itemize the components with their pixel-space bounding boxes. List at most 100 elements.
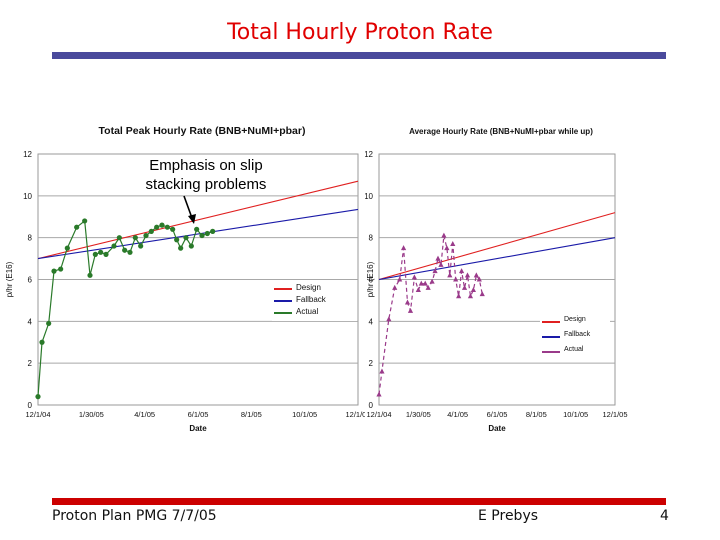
right-actual-point — [447, 272, 453, 278]
left-actual-point — [92, 251, 98, 257]
right-x-tick-label: 6/1/05 — [487, 410, 508, 419]
right-actual-point — [425, 284, 431, 290]
right-actual-point — [473, 272, 479, 278]
peak-hourly-rate-chart: 0 2 4 6 8 10 12 12/1/04 1/30/05 4/1/05 6/1/05 8/1/0… — [5, 125, 365, 433]
right-chart-title: Average Hourly Rate (BNB+NuMI+pbar while… — [409, 127, 593, 136]
legend-right-design-swatch — [542, 321, 560, 323]
right-y-tick-label: 0 — [369, 401, 374, 410]
legend-right-actual-swatch — [542, 351, 560, 353]
left-series-fallback-line — [37, 208, 359, 260]
legend-left-fallback-label: Fallback — [296, 295, 326, 304]
left-x-tick-label: 12/1/04 — [25, 410, 50, 419]
legend-left: Design Fallback Actual — [272, 283, 357, 321]
left-x-axis-label: Date — [189, 424, 207, 433]
legend-right-design-label: Design — [564, 316, 586, 323]
left-series-design-line — [37, 180, 359, 260]
left-x-tick-label: 8/1/05 — [241, 410, 262, 419]
left-actual-point — [64, 245, 70, 251]
left-actual-point — [164, 224, 170, 230]
left-x-tick-label: 4/1/05 — [134, 410, 155, 419]
left-actual-point — [183, 235, 189, 241]
right-actual-point — [432, 268, 438, 274]
left-x-tick-label: 6/1/05 — [188, 410, 209, 419]
right-y-tick-label: 8 — [369, 234, 374, 243]
legend-left-fallback-swatch — [274, 300, 292, 302]
left-actual-point — [111, 243, 117, 249]
left-y-tick-label: 10 — [23, 192, 32, 201]
page-number: 4 — [660, 508, 669, 524]
left-actual-point — [35, 394, 41, 400]
left-actual-point — [122, 247, 128, 253]
title-underline-bar — [52, 52, 666, 59]
right-actual-point — [459, 268, 465, 274]
right-actual-point — [470, 286, 476, 292]
right-actual-point — [422, 280, 428, 286]
right-actual-point — [450, 240, 456, 246]
left-actual-point — [154, 224, 160, 230]
left-actual-point — [204, 230, 210, 237]
legend-left-actual-swatch — [274, 312, 292, 314]
right-actual-point — [479, 291, 485, 297]
right-actual-point — [397, 276, 403, 282]
left-actual-point — [87, 272, 93, 278]
left-actual-point — [132, 235, 138, 241]
legend-right: Design Fallback Actual — [540, 316, 610, 360]
left-actual-point — [188, 243, 194, 249]
right-actual-point — [453, 276, 459, 282]
right-y-axis-label: p/hr (E16) — [366, 261, 375, 297]
right-x-tick-label: 12/1/04 — [366, 410, 391, 419]
right-actual-point — [386, 316, 392, 322]
left-actual-point — [58, 266, 64, 272]
right-actual-point — [429, 278, 435, 284]
right-actual-point — [379, 368, 385, 374]
legend-right-actual-label: Actual — [564, 346, 584, 353]
left-actual-point — [210, 228, 216, 234]
right-x-tick-label: 12/1/05 — [602, 410, 627, 419]
right-actual-point — [435, 255, 441, 261]
legend-right-fallback-swatch — [542, 336, 560, 338]
left-y-tick-label: 4 — [28, 317, 33, 326]
right-x-tick-label: 8/1/05 — [526, 410, 547, 419]
legend-left-design-swatch — [274, 288, 292, 290]
right-actual-point — [438, 261, 444, 267]
left-y-tick-label: 6 — [28, 276, 33, 285]
right-actual-point — [404, 299, 411, 305]
right-series-design-line — [378, 212, 616, 281]
left-actual-point — [116, 235, 122, 241]
left-y-axis-label: p/hr (E16) — [5, 261, 14, 297]
right-actual-point — [407, 307, 414, 313]
right-actual-point — [464, 272, 471, 278]
left-actual-point — [103, 251, 109, 257]
legend-left-design-label: Design — [296, 283, 321, 292]
left-actual-point — [170, 226, 176, 232]
left-x-tick-label: 1/30/05 — [79, 410, 104, 419]
left-actual-point — [46, 320, 52, 327]
legend-left-actual-label: Actual — [296, 307, 319, 316]
average-hourly-rate-chart: 0 2 4 6 8 10 12 12/1/04 1/30/05 4/1/05 6/1/05 8/1/0… — [365, 127, 628, 433]
right-x-tick-label: 10/1/05 — [563, 410, 588, 419]
right-x-axis-label: Date — [488, 424, 506, 433]
left-chart-title: Total Peak Hourly Rate (BNB+NuMI+pbar) — [99, 125, 306, 137]
left-actual-point — [159, 222, 165, 228]
right-actual-point — [467, 293, 474, 299]
left-actual-point — [98, 249, 104, 255]
right-actual-point — [456, 293, 462, 299]
left-actual-point — [82, 218, 88, 224]
left-actual-point — [51, 268, 57, 274]
right-y-tick-label: 12 — [365, 150, 374, 159]
right-actual-point — [392, 284, 398, 290]
right-actual-point — [476, 276, 482, 282]
left-actual-point — [127, 249, 133, 255]
footer-bar — [52, 498, 666, 505]
left-y-tick-label: 12 — [23, 150, 32, 159]
left-y-tick-label: 8 — [28, 234, 33, 243]
slip-stacking-annotation: Emphasis on slip stacking problems — [124, 156, 288, 194]
right-y-tick-label: 4 — [369, 317, 374, 326]
left-actual-point — [143, 232, 149, 239]
left-x-tick-label: 12/1/05 — [345, 410, 365, 419]
annotation-line-2: stacking problems — [145, 176, 267, 193]
right-actual-point — [444, 245, 450, 251]
footer-left-text: Proton Plan PMG 7/7/05 — [52, 508, 217, 524]
left-y-tick-label: 2 — [28, 359, 33, 368]
left-actual-point — [199, 232, 205, 239]
